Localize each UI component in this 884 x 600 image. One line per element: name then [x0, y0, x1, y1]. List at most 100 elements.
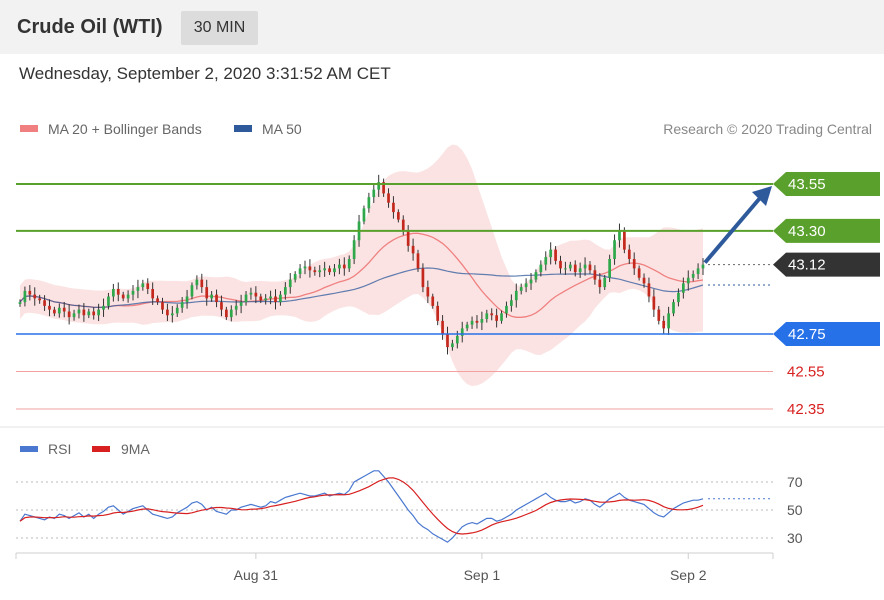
level-label-tag	[773, 172, 880, 196]
candle	[195, 275, 199, 290]
candle	[229, 305, 233, 322]
candle	[568, 261, 572, 272]
candle-body	[495, 315, 498, 321]
candle	[102, 298, 105, 317]
candle-body	[505, 305, 508, 314]
candle-body	[441, 320, 444, 334]
candle-body	[510, 300, 513, 306]
candle-body	[205, 287, 209, 299]
candle	[126, 290, 130, 303]
candle	[352, 235, 356, 265]
candle	[62, 301, 66, 318]
candle-body	[82, 309, 86, 316]
level-label-tag	[773, 322, 880, 346]
candle-body	[225, 309, 228, 318]
candle	[657, 306, 661, 325]
candle-body	[583, 264, 587, 269]
candle	[578, 262, 582, 278]
candle	[588, 261, 592, 274]
level-label: 42.35	[787, 401, 825, 418]
candle-body	[618, 230, 621, 241]
candle	[397, 209, 400, 223]
level-label: 43.55	[788, 176, 826, 193]
candle	[33, 287, 37, 306]
candle-body	[210, 294, 213, 299]
candle	[441, 315, 444, 340]
candle-body	[627, 249, 631, 259]
candle-body	[460, 328, 464, 336]
candle-body	[53, 309, 56, 314]
candle-body	[102, 305, 105, 310]
candle-body	[298, 268, 302, 274]
price-level-last: 43.12	[708, 252, 880, 277]
ma50-legend-label: MA 50	[262, 121, 302, 137]
candle-body	[170, 313, 174, 316]
candle	[485, 309, 489, 323]
level-label-tag	[773, 218, 880, 243]
candle	[519, 283, 523, 295]
candle-body	[647, 283, 651, 297]
candle	[313, 266, 317, 276]
candle-body	[514, 290, 518, 301]
candle-body	[559, 260, 562, 269]
candle	[107, 292, 110, 310]
candle-body	[229, 309, 233, 318]
candle-body	[175, 307, 179, 314]
candle	[23, 286, 27, 307]
header-bar: Crude Oil (WTI) 30 MIN	[0, 0, 884, 54]
candle-body	[397, 212, 400, 220]
candle-body	[672, 302, 675, 314]
candle	[573, 260, 577, 277]
candle-body	[264, 298, 268, 301]
price-level-support: 42.35	[16, 401, 825, 418]
candle	[598, 273, 602, 294]
candle	[691, 270, 695, 282]
candle-body	[141, 283, 145, 288]
candle	[338, 258, 341, 275]
candle-body	[623, 230, 626, 250]
candle	[136, 279, 140, 299]
candle-body	[652, 296, 656, 310]
candle	[146, 278, 150, 295]
candle-body	[426, 287, 430, 297]
candle	[647, 277, 651, 303]
x-axis: Aug 31 Sep 1 Sep 2	[15, 553, 774, 583]
candle	[367, 192, 371, 213]
candle-body	[62, 307, 66, 312]
candle	[170, 306, 174, 323]
candle-body	[274, 296, 277, 303]
candle	[701, 258, 705, 275]
candle-body	[372, 189, 376, 198]
level-label: 43.30	[788, 223, 826, 240]
candle	[323, 261, 326, 277]
candle	[534, 269, 538, 283]
candle-body	[131, 290, 135, 295]
candle-body	[166, 309, 169, 316]
candle-body	[406, 230, 410, 246]
candle	[121, 291, 125, 302]
candle-body	[446, 334, 449, 348]
candle	[549, 242, 553, 265]
candle	[259, 293, 263, 304]
timeframe-badge[interactable]: 30 MIN	[181, 11, 258, 45]
candle-body	[677, 292, 680, 303]
candle-body	[686, 277, 690, 284]
candle-body	[691, 274, 695, 278]
candle	[564, 261, 567, 275]
candle	[672, 299, 675, 317]
rsi-legend-swatch	[20, 446, 38, 452]
candle-body	[279, 294, 282, 303]
candle	[254, 286, 258, 304]
candle-body	[161, 302, 164, 310]
rsi-legend: RSI 9MA	[20, 441, 150, 457]
candle	[470, 316, 474, 329]
candle-body	[92, 311, 96, 316]
candle	[642, 273, 646, 288]
rsi-ma-legend-label: 9MA	[121, 441, 150, 457]
candle-body	[382, 182, 385, 194]
candle-body	[38, 298, 42, 301]
candle-body	[67, 311, 71, 318]
candle-body	[234, 305, 238, 310]
candle	[627, 244, 631, 265]
candle-body	[112, 289, 115, 297]
